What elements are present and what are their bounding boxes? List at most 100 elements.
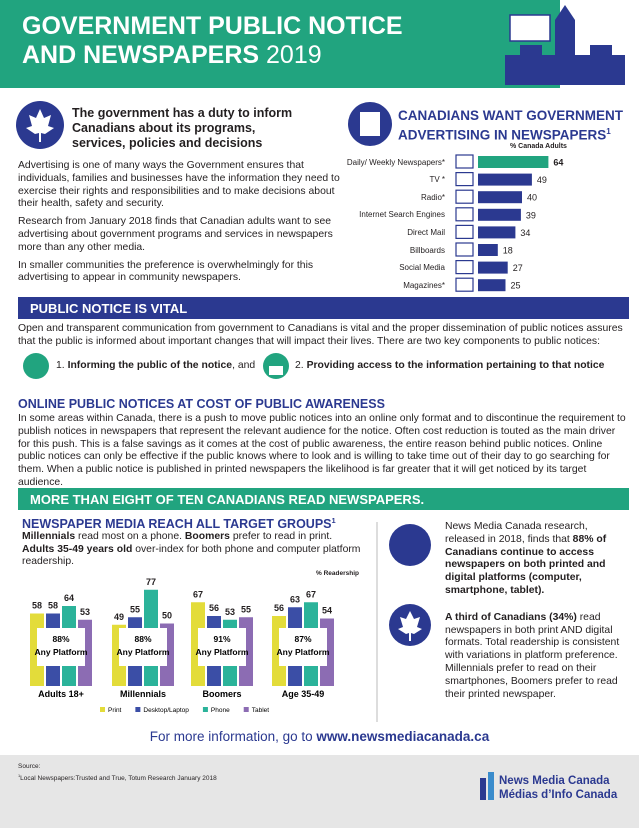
cta-text: For more information, go to (149, 729, 317, 744)
category-label: Boomers (202, 689, 241, 699)
category-label: Age 35-49 (282, 689, 325, 699)
key-item: 2. Providing access to the information p… (295, 360, 604, 371)
footer-band (0, 755, 639, 828)
value-label: 49 (537, 175, 547, 185)
annotation: 87% (294, 634, 311, 644)
category-label: Direct Mail (407, 227, 445, 237)
parliament-icon (505, 5, 625, 85)
annotation: Any Platform (117, 647, 170, 657)
call-to-action: For more information, go to www.newsmedi… (0, 729, 639, 744)
row-icon (455, 260, 474, 275)
lock-body (269, 366, 283, 375)
title-line: AND NEWSPAPERS (22, 41, 260, 69)
axis-label: % Canada Adults (510, 143, 567, 150)
legend-swatch (135, 707, 141, 712)
page-title: GOVERNMENT PUBLIC NOTICE AND NEWSPAPERS … (22, 12, 403, 70)
paragraph: Research from January 2018 finds that Ca… (18, 216, 333, 253)
website-link[interactable]: www.newsmediacanada.ca (316, 729, 490, 744)
paragraph: News Media Canada research, released in … (445, 521, 627, 598)
bar (478, 156, 549, 168)
category-label: Adults 18+ (38, 689, 84, 699)
text-run: 88% of Canadians continue to access news… (445, 533, 607, 596)
paragraph: A third of Canadians (34%) read newspape… (445, 612, 627, 702)
source-citation: Local Newspapers:Trusted and True, Totum… (20, 775, 217, 783)
value-label: 55 (241, 604, 251, 614)
section-band (18, 488, 629, 510)
value-label: 55 (130, 604, 140, 614)
category-label: Daily/ Weekly Newspapers* (346, 157, 445, 167)
annotation: 88% (52, 634, 69, 644)
value-label: 39 (526, 210, 536, 220)
chart-title: NEWSPAPER MEDIA REACH ALL TARGET GROUPS1 (22, 516, 336, 531)
legend-swatch (202, 707, 208, 712)
value-label: 58 (32, 601, 42, 611)
value-label: 77 (146, 577, 156, 587)
value-label: 64 (64, 593, 74, 603)
intro-body: Advertising is one of many ways the Gove… (18, 160, 340, 290)
newspaper-icon (509, 14, 551, 42)
text-run: Informing the public of the notice (67, 360, 233, 371)
legend-swatch (243, 707, 249, 712)
legend-label: Phone (211, 707, 230, 714)
value-label: 49 (114, 612, 124, 622)
chart-title-text: NEWSPAPER MEDIA REACH ALL TARGET GROUPS (22, 517, 332, 532)
bar (478, 244, 498, 256)
text-run: read newspapers in both print AND digita… (445, 611, 620, 700)
footnote-ref: 1 (606, 127, 611, 136)
annotation-box (37, 628, 85, 666)
value-label: 67 (193, 589, 203, 599)
bar (478, 191, 522, 204)
category-label: Millennials (120, 689, 166, 699)
annotation: Any Platform (35, 647, 88, 657)
value-label: 64 (553, 158, 563, 168)
value-label: 40 (527, 193, 537, 203)
source-label: Source: (18, 763, 41, 770)
devices-icon (389, 524, 431, 566)
row-icon (455, 242, 474, 257)
newspaper-sheet (360, 112, 380, 136)
text-run: , and (232, 360, 256, 371)
title-line: AND NEWSPAPERS 2019 (22, 41, 403, 70)
source-text: 1Local Newspapers:Trusted and True, Totu… (18, 771, 217, 783)
maple-leaf (26, 109, 54, 142)
value-label: 54 (322, 606, 332, 616)
value-label: 25 (511, 281, 521, 291)
value-label: 63 (290, 594, 300, 604)
legend-label: Print (108, 707, 122, 714)
text-run: Providing access to the information pert… (306, 360, 605, 371)
legend-swatch (100, 707, 105, 712)
category-label: Magazines* (403, 280, 445, 290)
title-year: 2019 (266, 41, 322, 69)
paragraph: Open and transparent communication from … (18, 323, 623, 347)
annotation: Any Platform (277, 647, 330, 657)
row-icon (455, 207, 474, 222)
text-run: A third of Canadians (34%) (445, 611, 577, 623)
title-line: GOVERNMENT PUBLIC NOTICE (22, 12, 403, 40)
annotation: 91% (213, 634, 230, 644)
chart-title-text: CANADIANS WANT GOVERNMENT ADVERTISING IN… (398, 108, 623, 143)
text-run: read most on a phone. (75, 531, 185, 542)
value-label: 67 (306, 589, 316, 599)
annotation: 88% (134, 634, 151, 644)
category-label: Radio* (420, 192, 445, 202)
category-label: TV * (429, 175, 445, 185)
bar (478, 226, 516, 239)
chart-title: CANADIANS WANT GOVERNMENT ADVERTISING IN… (398, 108, 628, 144)
logo-line: News Media Canada (499, 775, 610, 787)
logo: News Media Canada Médias d’Info Canada (499, 774, 617, 802)
text-run: over-index for both phone and computer p… (22, 543, 361, 568)
category-label: Billboards (409, 245, 445, 255)
value-label: 56 (209, 603, 219, 613)
value-label: 53 (225, 607, 235, 617)
bar (478, 173, 532, 186)
value-label: 18 (503, 246, 513, 256)
chart-intro-line: Millennials read most on a phone. Boomer… (22, 531, 362, 544)
annotation-box (119, 628, 167, 666)
chart-intro: Millennials read most on a phone. Boomer… (22, 531, 362, 569)
axis-label: % Readership (316, 570, 359, 577)
annotation-box (279, 628, 327, 666)
text-run: 2. (295, 360, 307, 371)
text-run: 1. (56, 360, 68, 371)
